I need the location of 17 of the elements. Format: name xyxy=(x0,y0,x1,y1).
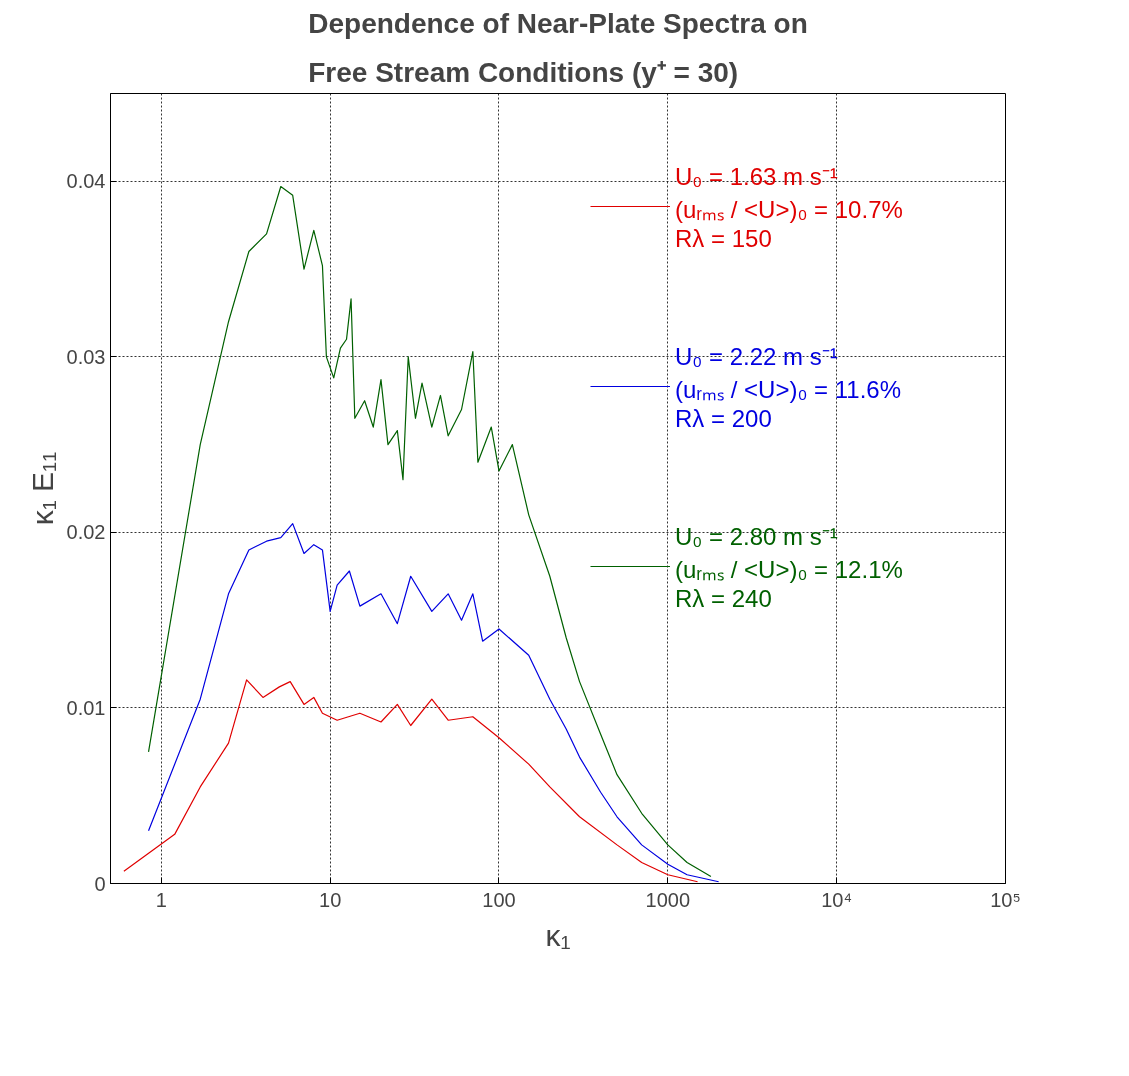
legend-label: U₀ = 2.22 m s⁻¹ (uᵣₘₛ / <U>)₀ = 11.6% Rλ = 200 xyxy=(675,342,902,434)
x-tick-label: 1 xyxy=(155,888,167,911)
x-tick-label: 10⁵ xyxy=(990,888,1021,911)
y-tick-label: 0.04 xyxy=(66,170,106,193)
x-axis-title: κ₁ xyxy=(545,918,571,952)
y-tick-label: 0.02 xyxy=(66,521,106,544)
x-tick-label: 1000 xyxy=(645,888,691,911)
x-tick-label: 10⁴ xyxy=(821,888,853,911)
chart-title: Dependence of Near-Plate Spectra on Free Stream Conditions (y⁺ = 30) xyxy=(308,7,808,89)
y-tick-label: 0.01 xyxy=(66,696,106,719)
legend-label: U₀ = 1.63 m s⁻¹ (uᵣₘₛ / <U>)₀ = 10.7% Rλ = 150 xyxy=(675,162,903,254)
y-tick-label: 0.03 xyxy=(66,345,106,368)
x-tick-label: 10 xyxy=(319,888,342,911)
legend-label: U₀ = 2.80 m s⁻¹ (uᵣₘₛ / <U>)₀ = 12.1% Rλ = 240 xyxy=(675,522,903,614)
y-tick-label: 0 xyxy=(94,872,106,895)
y-axis-title: κ₁ E₁₁ xyxy=(25,451,59,526)
x-tick-label: 100 xyxy=(482,888,516,911)
